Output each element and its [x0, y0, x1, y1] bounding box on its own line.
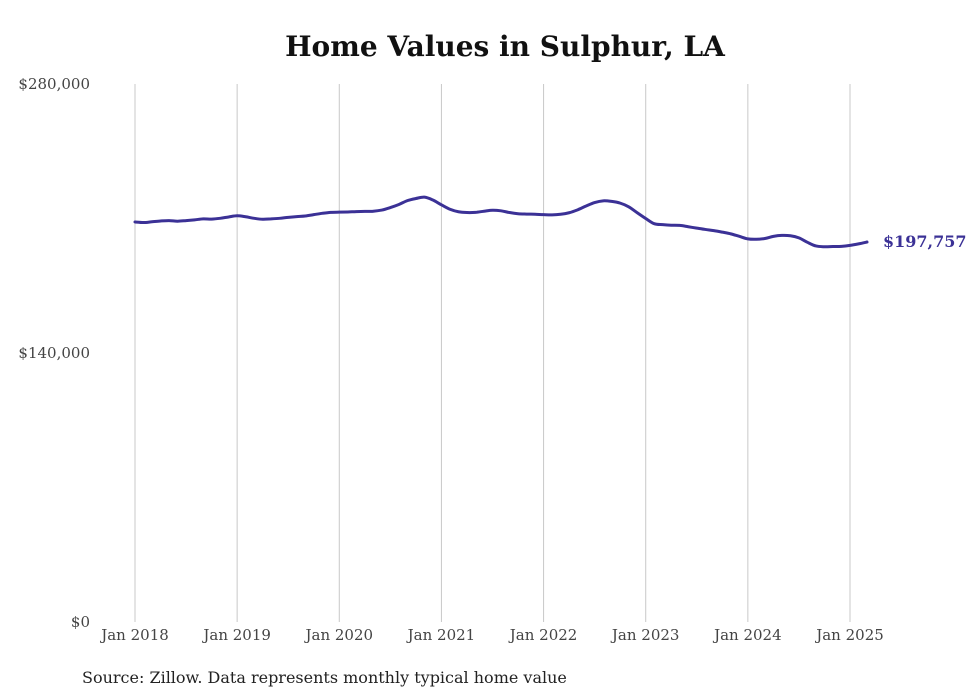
series-line [133, 195, 869, 249]
y-tick-label: $140,000 [18, 344, 90, 362]
annotations: $197,757 [883, 232, 967, 251]
x-tick-label: Jan 2021 [406, 626, 476, 644]
x-tick-label: Jan 2025 [814, 626, 884, 644]
chart-title: Home Values in Sulphur, LA [285, 30, 725, 63]
y-tick-label: $280,000 [18, 75, 90, 93]
x-tick-label: Jan 2018 [99, 626, 169, 644]
x-tick-label: Jan 2023 [610, 626, 680, 644]
x-tick-label: Jan 2022 [508, 626, 578, 644]
y-tick-label: $0 [71, 613, 90, 631]
y-axis: $0 $140,000 $280,000 [18, 75, 90, 631]
x-tick-label: Jan 2020 [304, 626, 374, 644]
series [133, 195, 869, 249]
end-value-label: $197,757 [883, 232, 967, 251]
x-axis: Jan 2018 Jan 2019 Jan 2020 Jan 2021 Jan 2022… [99, 626, 884, 644]
x-tick-label: Jan 2019 [201, 626, 271, 644]
x-tick-label: Jan 2024 [712, 626, 782, 644]
source-note: Source: Zillow. Data represents monthly … [82, 668, 567, 687]
gridlines [134, 84, 851, 622]
